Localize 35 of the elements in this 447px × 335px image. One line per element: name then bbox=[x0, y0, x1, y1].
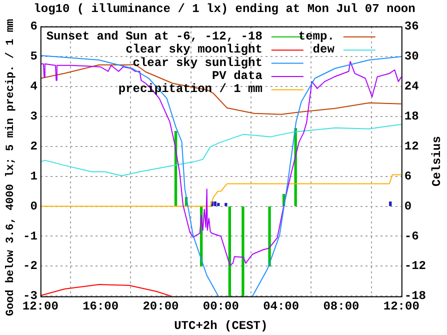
x-tick-label: 12:00 bbox=[22, 299, 58, 314]
y2-tick-label: 6 bbox=[404, 169, 412, 184]
y-tick-label: -2 bbox=[22, 259, 38, 274]
y2-tick-label: -12 bbox=[404, 259, 426, 274]
y2-tick-label: 12 bbox=[404, 139, 419, 154]
y2-tick-label: 30 bbox=[404, 49, 419, 64]
y2-tick-label: 18 bbox=[404, 109, 419, 124]
legend-label: clear sky moonlight bbox=[126, 42, 262, 57]
y2-tick-label: -6 bbox=[404, 229, 419, 244]
y-tick-label: 6 bbox=[30, 19, 38, 34]
y-tick-label: 2 bbox=[30, 139, 38, 154]
y-axis-title: Good below 3.6, 4000 lx; 5 min precip. / 1 mm bbox=[4, 18, 17, 316]
y2-tick-label: 0 bbox=[404, 199, 412, 214]
y-tick-label: 5 bbox=[30, 49, 38, 64]
y-tick-label: 0 bbox=[30, 199, 38, 214]
y2-tick-label: 36 bbox=[404, 19, 419, 34]
y2-tick-label: 24 bbox=[404, 79, 419, 94]
legend-label: PV data bbox=[212, 69, 262, 84]
y-tick-label: 3 bbox=[30, 109, 38, 124]
y-tick-label: 4 bbox=[30, 79, 38, 94]
legend-label: Sunset and Sun at -6, -12, -18 bbox=[46, 29, 262, 44]
chart-title: log10 ( illuminance / 1 lx) ending at Mon Jul 07 noon bbox=[34, 2, 416, 16]
legend-label: dew bbox=[312, 42, 336, 57]
legend-label: temp. bbox=[298, 29, 334, 44]
legend-label: clear sky sunlight bbox=[132, 56, 262, 70]
x-tick-label: 04:00 bbox=[263, 299, 300, 314]
x-tick-label: 00:00 bbox=[202, 299, 239, 314]
y2-axis-title: Celsius bbox=[430, 136, 444, 187]
y-tick-label: 1 bbox=[30, 169, 38, 184]
y-tick-label: -1 bbox=[22, 229, 38, 244]
x-axis-title: UTC+2h (CEST) bbox=[174, 318, 268, 333]
x-tick-label: 12:00 bbox=[383, 299, 420, 314]
x-tick-label: 20:00 bbox=[142, 299, 179, 314]
x-tick-label: 16:00 bbox=[82, 299, 119, 314]
x-tick-label: 08:00 bbox=[323, 299, 360, 314]
